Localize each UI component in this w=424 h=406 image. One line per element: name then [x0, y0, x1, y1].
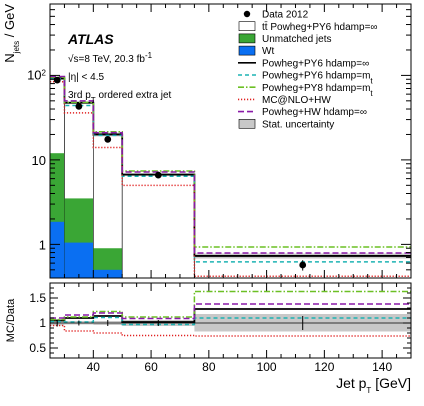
- data-point: [299, 261, 307, 269]
- legend-swatch: [238, 119, 256, 129]
- data-point: [154, 171, 162, 179]
- legend-item: Unmatched jets: [238, 33, 331, 45]
- data-point: [104, 135, 112, 143]
- series-line-4: [50, 75, 411, 254]
- atlas-label: ATLAS: [67, 31, 114, 47]
- legend-item: Powheg+HW hdamp=∞: [238, 107, 367, 118]
- legend-label: Powheg+PY8 hdamp=mt: [262, 83, 373, 98]
- legend-label: Data 2012: [262, 10, 309, 21]
- stack-bar-wt: [50, 221, 65, 278]
- ratio-y-tick-label: 0.5: [29, 341, 46, 355]
- series-line-1: [50, 78, 411, 263]
- legend-swatch: [238, 33, 256, 44]
- annotation-jet: 3rd pT ordered extra jet: [68, 90, 172, 105]
- annotation-energy: √s=8 TeV, 20.3 fb-1: [68, 51, 153, 66]
- ratio-y-tick-label: 1: [39, 316, 46, 330]
- legend-item: Data 2012: [243, 10, 309, 21]
- legend-item: Wt: [238, 45, 274, 57]
- ratio-y-axis-title: MC/Data: [5, 298, 17, 342]
- x-axis-title: Jet pT [GeV]: [336, 375, 411, 395]
- x-tick-label: 60: [144, 360, 158, 374]
- main-frame: [49, 3, 412, 279]
- annotation-eta: |η| < 4.5: [68, 72, 104, 83]
- stack-bar-ttbar: [121, 174, 195, 278]
- ratio-frame: [49, 282, 412, 359]
- data-point: [53, 76, 61, 84]
- legend-item: tt̄ Powheg+PY6 hdamp=∞: [238, 21, 378, 33]
- x-tick-label: 120: [314, 360, 334, 374]
- ratio-y-tick-label: 1.5: [29, 291, 46, 305]
- ratio-plot-area: [50, 290, 411, 337]
- series-line-3: [50, 81, 411, 277]
- legend-label: MC@NLO+HW: [262, 95, 331, 106]
- y-tick-label: 102: [27, 67, 46, 82]
- legend-swatch: [238, 45, 256, 56]
- x-tick-label: 100: [257, 360, 277, 374]
- legend-item: Powheg+PY6 hdamp=mt: [238, 71, 373, 86]
- legend-label: Stat. uncertainty: [262, 119, 334, 130]
- ratio-line-1: [50, 316, 411, 326]
- legend-label: Wt: [262, 46, 274, 57]
- x-tick-label: 40: [87, 360, 101, 374]
- legend-label: Powheg+PY6 hdamp=mt: [262, 71, 373, 86]
- legend-item: Stat. uncertainty: [238, 119, 334, 130]
- x-tick-label: 80: [202, 360, 216, 374]
- legend-item: MC@NLO+HW: [238, 95, 331, 106]
- legend-swatch: [238, 21, 256, 32]
- legend-label: Powheg+HW hdamp=∞: [262, 107, 367, 118]
- y-axis-title: Njets / GeV: [2, 4, 21, 63]
- y-tick-label: 1: [39, 237, 46, 252]
- legend-item: Powheg+PY6 hdamp=∞: [238, 58, 369, 69]
- main-plot-area: [50, 75, 411, 278]
- legend-item: Powheg+PY8 hdamp=mt: [238, 83, 373, 98]
- y-tick-label: 10: [32, 153, 46, 168]
- stack-bar-wt: [64, 242, 94, 278]
- legend-label: tt̄ Powheg+PY6 hdamp=∞: [262, 21, 378, 33]
- data-point: [75, 102, 83, 110]
- legend-label: Unmatched jets: [262, 34, 331, 45]
- legend-marker: [243, 10, 251, 18]
- stack-bar-wt: [93, 269, 123, 278]
- legend-label: Powheg+PY6 hdamp=∞: [262, 58, 369, 69]
- x-tick-label: 140: [372, 360, 392, 374]
- ratio-line-4: [50, 303, 411, 320]
